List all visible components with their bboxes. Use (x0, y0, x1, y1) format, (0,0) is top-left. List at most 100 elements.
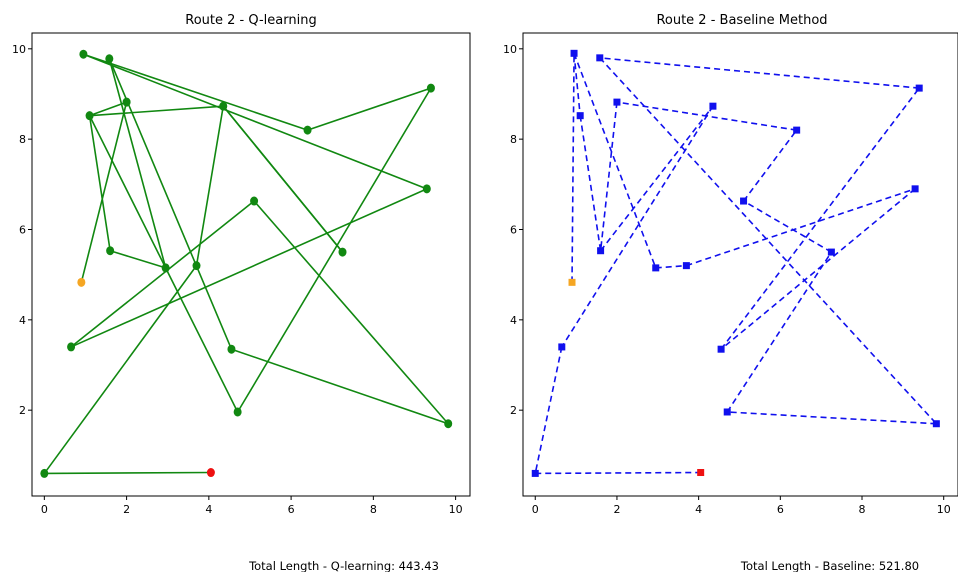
y-tick-label: 8 (19, 133, 26, 146)
route-point (596, 54, 604, 62)
route-point (915, 84, 923, 92)
route-segment (307, 87, 432, 131)
route-point (161, 263, 170, 273)
route-point (444, 419, 453, 429)
route-segment (195, 106, 225, 266)
route-segment (616, 101, 797, 131)
end-point (697, 469, 705, 477)
route-segment (43, 265, 198, 474)
route-segment (89, 105, 224, 117)
route-point (219, 101, 228, 111)
x-tick-label: 10 (449, 503, 463, 516)
end-point (206, 468, 215, 478)
axis-ticks: 0 2 4 6 8 10 2 4 6 8 10 (12, 43, 463, 516)
route-segment (534, 346, 563, 474)
route-segment (573, 53, 581, 116)
route-point (426, 83, 435, 93)
route-segment (236, 87, 432, 413)
route-marks (531, 49, 940, 477)
route-segment (535, 471, 701, 475)
route-segment (742, 129, 798, 202)
route-segment (579, 115, 602, 251)
route-segment (44, 471, 211, 475)
chart-title: Route 2 - Q-learning (185, 13, 316, 28)
route-segment (253, 200, 449, 425)
route-segment (743, 200, 832, 253)
route-point (227, 344, 236, 354)
y-tick-label: 8 (510, 133, 517, 146)
route-point (233, 407, 242, 417)
route-point (338, 247, 347, 257)
route-segment (83, 53, 308, 131)
x-tick-label: 0 (41, 503, 48, 516)
start-point (77, 277, 86, 287)
route-point (576, 112, 584, 120)
plot-frame (522, 32, 958, 497)
route-point (40, 468, 49, 478)
route-segment (727, 411, 937, 425)
x-tick-label: 4 (695, 503, 702, 516)
route-point (911, 185, 919, 193)
x-tick-label: 2 (613, 503, 620, 516)
route-point (531, 469, 539, 477)
y-tick-label: 2 (510, 404, 517, 417)
y-tick-label: 6 (19, 223, 26, 236)
x-tick-label: 4 (205, 503, 212, 516)
route-segment (108, 58, 167, 269)
route-segment (89, 101, 127, 117)
y-tick-label: 10 (503, 43, 517, 56)
route-point (122, 97, 131, 107)
route-point (192, 261, 201, 271)
y-tick-label: 6 (510, 223, 517, 236)
route-point (682, 262, 690, 270)
plot-frame (31, 32, 471, 497)
route-point (613, 98, 621, 106)
route-segment (599, 102, 618, 251)
route-point (79, 49, 88, 59)
route-segment (80, 101, 128, 283)
route-segment (109, 249, 166, 269)
route-segment (573, 53, 657, 269)
route-point (652, 264, 660, 272)
route-point (422, 184, 431, 194)
route-segment (88, 115, 111, 251)
route-segment (599, 57, 920, 89)
route-segment (720, 87, 920, 350)
route-segment (655, 264, 687, 269)
x-tick-label: 0 (532, 503, 539, 516)
route-point (827, 248, 835, 256)
route-point (570, 49, 578, 57)
route-point (723, 408, 731, 416)
route-segment (222, 105, 344, 253)
route-point (67, 342, 76, 352)
route-point (717, 345, 725, 353)
route-point (105, 54, 114, 64)
y-tick-label: 4 (510, 314, 517, 327)
route-segment (108, 58, 233, 350)
route-point (250, 196, 259, 206)
route-segment (70, 188, 428, 348)
route-marks (40, 49, 453, 478)
y-tick-label: 4 (19, 314, 26, 327)
route-point (106, 246, 115, 256)
route-segment (720, 188, 916, 350)
x-tick-label: 8 (370, 503, 377, 516)
route-point (793, 126, 801, 134)
route-point (597, 247, 605, 255)
route-segment (686, 188, 916, 267)
qlearning-panel: Route 2 - Q-learning 0 2 4 6 8 10 2 4 6 8 10 Total… (12, 13, 471, 572)
x-tick-label: 2 (123, 503, 130, 516)
route-point (85, 111, 94, 121)
route-point (558, 343, 566, 351)
total-length-caption: Total Length - Baseline: 521.80 (740, 559, 919, 572)
route-segment (561, 105, 714, 348)
route-segment (571, 53, 575, 283)
route-segment (726, 251, 833, 413)
chart-title: Route 2 - Baseline Method (656, 13, 827, 28)
start-point (568, 278, 576, 286)
route-point (932, 420, 940, 428)
route-segment (88, 115, 239, 413)
x-tick-label: 6 (288, 503, 295, 516)
route-segment (83, 53, 428, 190)
